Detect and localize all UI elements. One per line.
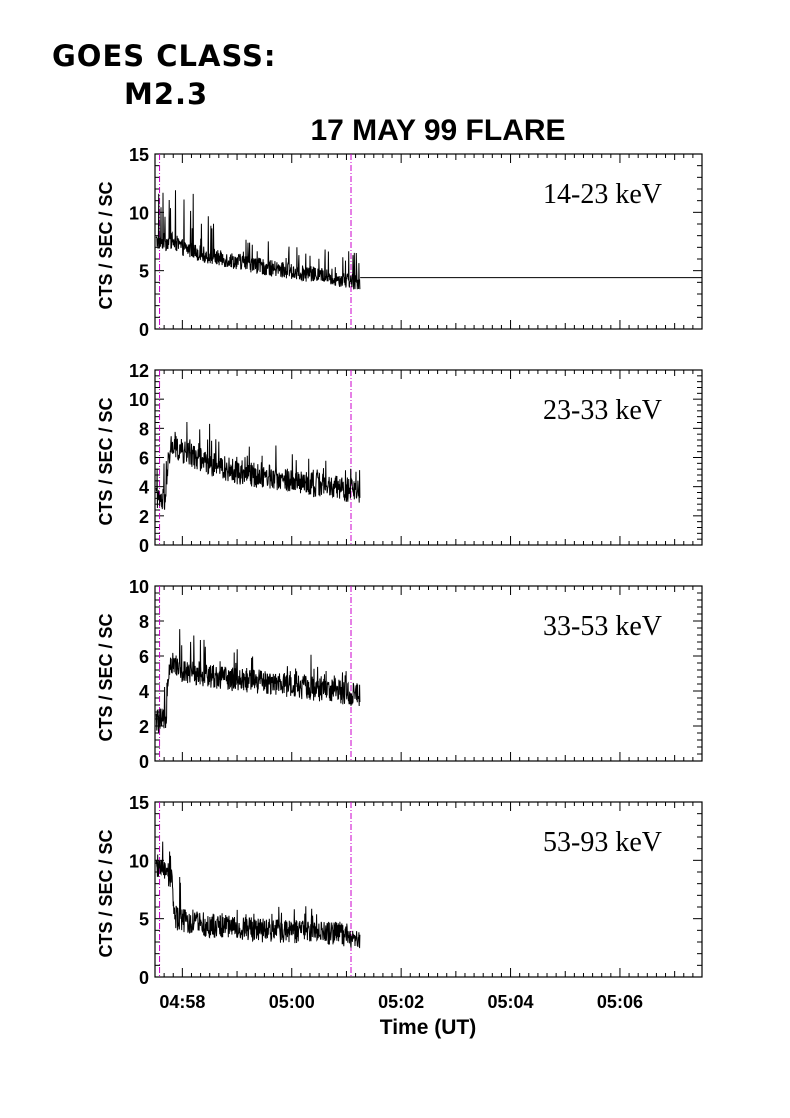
y-tick-label: 6 xyxy=(139,449,149,469)
y-tick-label: 2 xyxy=(139,717,149,737)
panel-1: 0 5 10 15 CTS / SEC / SC 14-23 keV xyxy=(96,145,703,340)
chart-title: 17 MAY 99 FLARE xyxy=(310,114,565,147)
y-tick-label: 0 xyxy=(139,752,149,772)
y-tick-label: 4 xyxy=(139,682,149,702)
panels-group: 0 5 10 15 CTS / SEC / SC 14-23 keV 0 2 4 6 8 10 12 CT… xyxy=(96,145,703,1012)
energy-band-label: 53-93 keV xyxy=(543,827,662,858)
y-axis-label: CTS / SEC / SC xyxy=(96,397,116,525)
count-rate-series xyxy=(155,841,361,949)
energy-band-label: 33-53 keV xyxy=(543,611,662,642)
y-tick-label: 12 xyxy=(129,361,149,381)
y-tick-label: 15 xyxy=(129,793,149,813)
x-axis-label: Time (UT) xyxy=(380,1016,476,1039)
y-axis-label: CTS / SEC / SC xyxy=(96,181,116,309)
y-tick-label: 10 xyxy=(129,390,149,410)
count-rate-series xyxy=(155,629,361,733)
panel-2: 0 2 4 6 8 10 12 CTS / SEC / SC 23-33 keV xyxy=(96,361,703,556)
x-tick-label: 05:02 xyxy=(378,992,424,1012)
y-tick-label: 10 xyxy=(129,577,149,597)
energy-band-label: 23-33 keV xyxy=(543,395,662,426)
y-tick-label: 0 xyxy=(139,968,149,988)
y-axis-label: CTS / SEC / SC xyxy=(96,829,116,957)
goes-class-label: GOES CLASS: xyxy=(52,39,277,73)
x-tick-label: 05:00 xyxy=(269,992,315,1012)
y-tick-label: 10 xyxy=(129,203,149,223)
y-tick-label: 2 xyxy=(139,507,149,527)
panel-4: 0 5 10 15 CTS / SEC / SC 53-93 keV xyxy=(96,793,703,988)
y-tick-label: 6 xyxy=(139,647,149,667)
panel-3: 0 2 4 6 8 10 CTS / SEC / SC 33-53 keV xyxy=(96,577,703,772)
y-axis-label: CTS / SEC / SC xyxy=(96,613,116,741)
count-rate-series xyxy=(155,421,361,510)
goes-class-value: M2.3 xyxy=(124,77,208,111)
energy-band-label: 14-23 keV xyxy=(543,179,662,210)
y-tick-label: 5 xyxy=(139,910,149,930)
count-rate-series xyxy=(155,190,361,290)
x-tick-label: 05:06 xyxy=(597,992,643,1012)
y-tick-label: 8 xyxy=(139,612,149,632)
y-tick-label: 0 xyxy=(139,320,149,340)
y-tick-label: 8 xyxy=(139,419,149,439)
x-tick-label: 04:58 xyxy=(159,992,205,1012)
y-tick-label: 4 xyxy=(139,478,149,498)
y-tick-label: 10 xyxy=(129,851,149,871)
x-tick-label: 05:04 xyxy=(488,992,534,1012)
y-tick-label: 0 xyxy=(139,536,149,556)
y-tick-label: 15 xyxy=(129,145,149,165)
y-tick-label: 5 xyxy=(139,262,149,282)
